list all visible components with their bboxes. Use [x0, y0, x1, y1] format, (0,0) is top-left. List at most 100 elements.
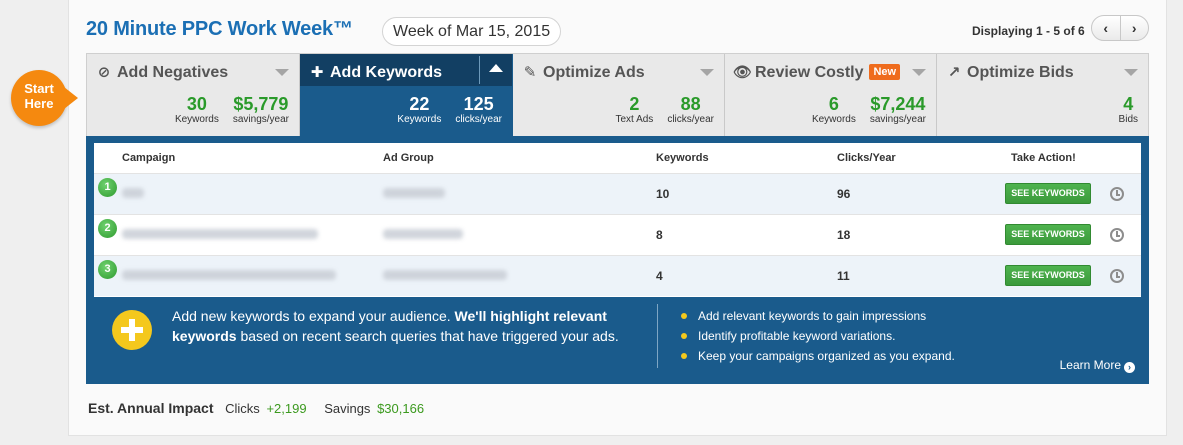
edit-icon: ✎	[523, 64, 537, 81]
page-title-text: 20 Minute PPC Work Week	[86, 18, 333, 40]
chevron-up-icon[interactable]	[479, 56, 512, 84]
column-header-campaign: Campaign	[122, 152, 176, 164]
chevron-down-icon[interactable]	[912, 69, 926, 76]
tab-header-bar	[300, 54, 512, 86]
stat-value: 2	[629, 94, 640, 114]
stat: 4 Bids	[1119, 94, 1138, 126]
tab-title: ⊘ Add Negatives	[95, 63, 228, 82]
keywords-table: Campaign Ad Group Keywords Clicks/Year T…	[94, 143, 1141, 297]
keywords-cell: 10	[656, 187, 670, 201]
stat-label: savings/year	[232, 114, 289, 125]
campaign-cell: 3	[94, 260, 383, 283]
column-header-clicks: Clicks/Year	[837, 152, 896, 164]
next-page-button[interactable]: ›	[1131, 20, 1137, 36]
clock-icon[interactable]	[1110, 187, 1124, 201]
tab-title: ✚ Add Keywords	[308, 63, 442, 82]
see-keywords-button[interactable]: SEE KEYWORDS	[1005, 183, 1091, 204]
info-text-c: based on recent search queries that have…	[236, 328, 619, 344]
stat-label: Keywords	[811, 114, 856, 125]
see-keywords-button[interactable]: SEE KEYWORDS	[1005, 224, 1091, 245]
keywords-cell: 4	[656, 269, 663, 283]
see-keywords-button[interactable]: SEE KEYWORDS	[1005, 265, 1091, 286]
stat-value: $7,244	[870, 94, 926, 114]
page-title: 20 Minute PPC Work Week™	[86, 18, 353, 41]
column-header-ad-group: Ad Group	[383, 152, 434, 164]
redacted-text	[122, 229, 318, 239]
ad-group-cell	[383, 228, 656, 242]
start-here-line1: Start	[24, 81, 54, 96]
keywords-cell: 8	[656, 228, 663, 242]
info-text-bold: We'll highlight relevant keywords	[172, 308, 607, 344]
tab-optimize-bids[interactable]: ↗ Optimize Bids 4 Bids	[937, 54, 1148, 136]
stat: 22 Keywords	[397, 94, 441, 126]
learn-more-label: Learn More	[1059, 358, 1121, 372]
clicks-cell: 96	[837, 187, 851, 201]
tab-review-costly[interactable]: 👁 Review Costly New 6 Keywords $7,244 saving…	[725, 54, 937, 136]
stat-label: Bids	[1118, 114, 1138, 125]
column-header-keywords: Keywords	[656, 152, 709, 164]
stat: 125 clicks/year	[455, 94, 502, 126]
row-number-badge: 2	[98, 219, 117, 238]
impact-clicks-label: Clicks	[225, 401, 260, 416]
learn-more-link[interactable]: Learn More ›	[1060, 358, 1135, 373]
campaign-cell: 2	[94, 219, 383, 242]
stat-label: Keywords	[397, 114, 442, 125]
eye-icon: 👁	[733, 64, 753, 81]
tab-label: Optimize Bids	[967, 64, 1074, 81]
list-item: Add relevant keywords to gain impression…	[680, 306, 955, 326]
campaign-cell: 1	[94, 178, 383, 201]
column-header-action: Take Action!	[1011, 152, 1076, 164]
stat: 6 Keywords	[812, 94, 856, 126]
stat: 30 Keywords	[175, 94, 219, 126]
chevron-down-icon[interactable]	[1124, 69, 1138, 76]
stat-label: clicks/year	[455, 114, 502, 125]
row-number-badge: 1	[98, 178, 117, 197]
impact-clicks-value: +2,199	[266, 401, 307, 416]
impact-savings-label: Savings	[324, 401, 371, 416]
stat: 2 Text Ads	[616, 94, 654, 126]
stat-value: 125	[463, 94, 494, 114]
stat-value: 6	[828, 94, 839, 114]
list-item: Identify profitable keyword variations.	[680, 326, 955, 346]
tips-list: Add relevant keywords to gain impression…	[680, 306, 955, 366]
clicks-cell: 11	[837, 269, 850, 283]
tab-stats: 30 Keywords $5,779 savings/year	[175, 94, 289, 126]
clock-icon[interactable]	[1110, 269, 1124, 283]
stat-label: savings/year	[869, 114, 926, 125]
stat: 88 clicks/year	[667, 94, 714, 126]
prev-page-button[interactable]: ‹	[1092, 16, 1121, 40]
clock-icon[interactable]	[1110, 228, 1124, 242]
tab-label: Add Keywords	[330, 64, 443, 81]
tab-stats: 2 Text Ads 88 clicks/year	[616, 94, 715, 126]
impact-label: Est. Annual Impact	[88, 400, 214, 416]
tab-label: Optimize Ads	[543, 64, 645, 81]
pager: ‹ ›	[1091, 15, 1149, 41]
table-header: Campaign Ad Group Keywords Clicks/Year T…	[94, 143, 1141, 173]
stat: $5,779 savings/year	[233, 94, 289, 126]
chevron-down-icon[interactable]	[275, 69, 289, 76]
row-number-badge: 3	[98, 260, 117, 279]
add-keywords-panel: Campaign Ad Group Keywords Clicks/Year T…	[86, 136, 1149, 384]
tab-add-keywords[interactable]: ✚ Add Keywords 22 Keywords 125 clicks/year	[300, 54, 513, 136]
table-row: 2 8 18 SEE KEYWORDS	[94, 214, 1141, 255]
tab-stats: 22 Keywords 125 clicks/year	[397, 94, 502, 126]
table-row: 1 10 96 SEE KEYWORDS	[94, 173, 1141, 214]
list-item: Keep your campaigns organized as you exp…	[680, 346, 955, 366]
redacted-text	[122, 270, 336, 280]
plus-circle-icon	[112, 310, 152, 350]
tab-label: Add Negatives	[117, 64, 229, 81]
ban-icon: ⊘	[97, 64, 111, 81]
tab-title: ↗ Optimize Bids	[945, 63, 1074, 82]
info-section: Add new keywords to expand your audience…	[86, 297, 656, 384]
chevron-down-icon[interactable]	[700, 69, 714, 76]
tab-title: 👁 Review Costly New	[733, 63, 901, 82]
table-row: 3 4 11 SEE KEYWORDS	[94, 255, 1141, 296]
stat-value: 4	[1123, 94, 1134, 114]
ad-group-cell	[383, 187, 656, 201]
week-selector[interactable]: Week of Mar 15, 2015	[382, 17, 562, 46]
task-tabs: ⊘ Add Negatives 30 Keywords $5,779 savings/…	[86, 53, 1149, 136]
tab-add-negatives[interactable]: ⊘ Add Negatives 30 Keywords $5,779 savings/…	[87, 54, 300, 136]
start-here-callout: Start Here	[11, 70, 78, 126]
tab-optimize-ads[interactable]: ✎ Optimize Ads 2 Text Ads 88 clicks/year	[513, 54, 725, 136]
stat-label: clicks/year	[667, 114, 714, 125]
